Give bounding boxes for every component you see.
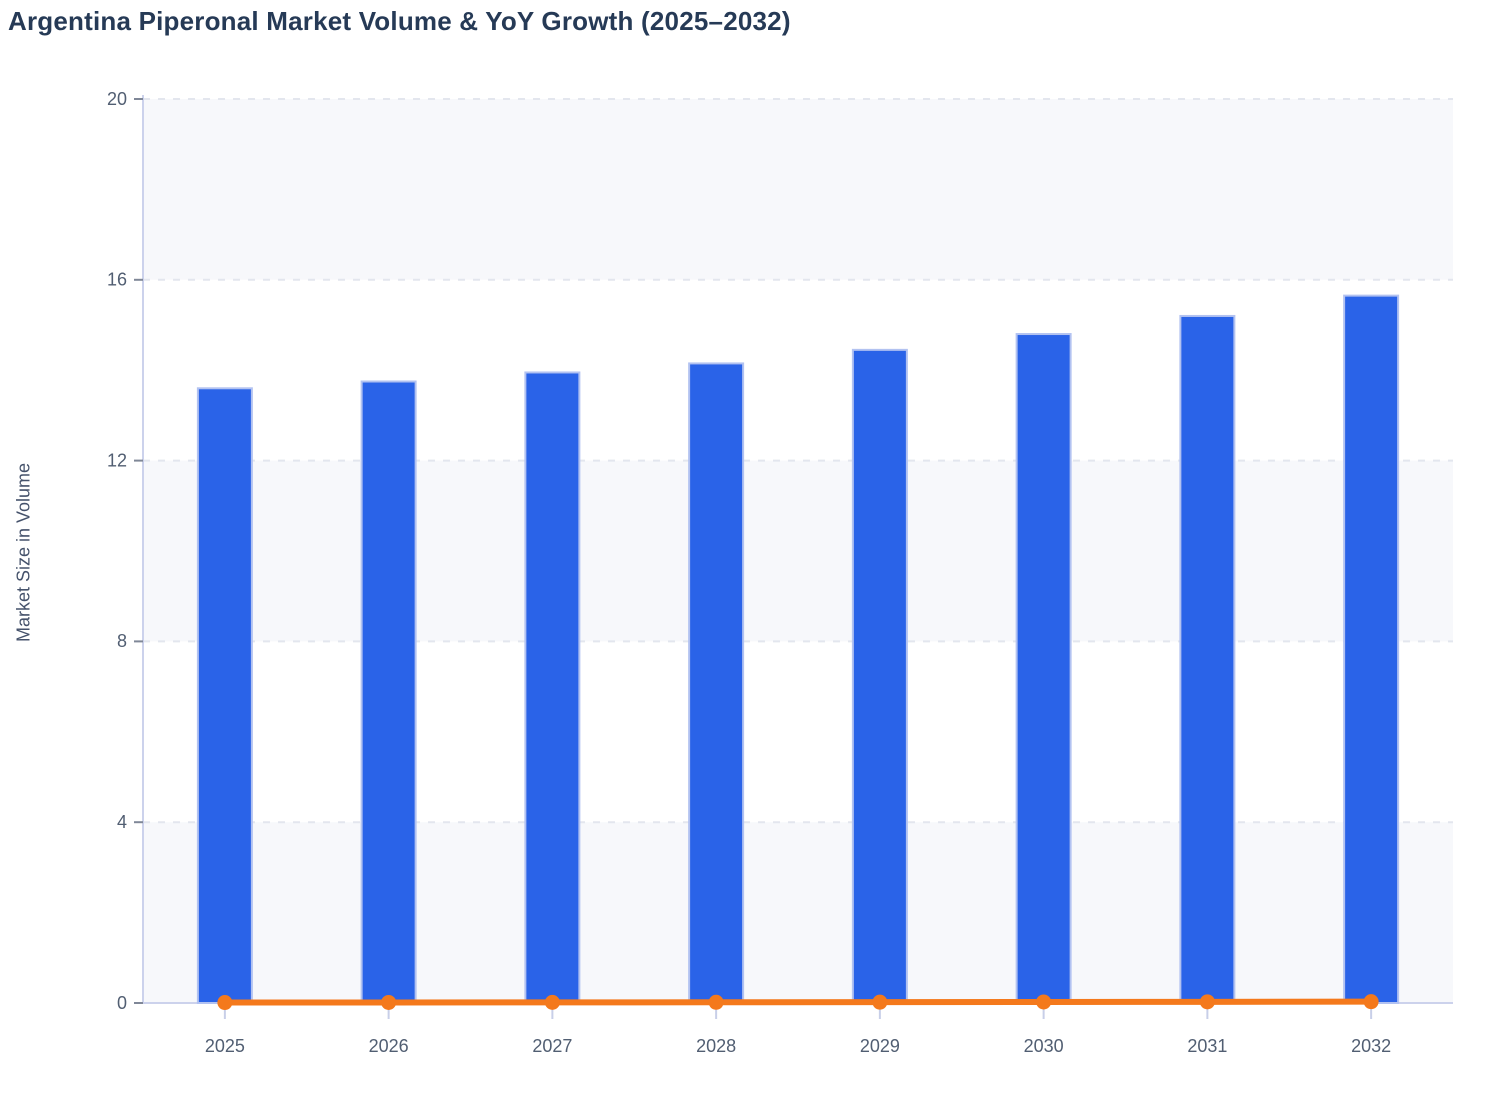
- y-tick-label: 8: [117, 631, 127, 651]
- x-tick-label: 2029: [860, 1036, 900, 1056]
- y-tick-label: 16: [107, 270, 127, 290]
- plot-band: [143, 641, 1453, 823]
- bar-2031[interactable]: [1179, 314, 1236, 1004]
- x-tick-label: 2025: [205, 1036, 245, 1056]
- bar-series[interactable]: [196, 294, 1400, 1005]
- yoy-marker-2027[interactable]: [544, 994, 560, 1010]
- bar-2025[interactable]: [196, 387, 253, 1004]
- bar-2026[interactable]: [360, 380, 417, 1004]
- x-tick-label: 2026: [369, 1036, 409, 1056]
- yoy-marker-2030[interactable]: [1036, 994, 1052, 1010]
- bar-2027[interactable]: [524, 371, 581, 1004]
- x-tick-label: 2028: [696, 1036, 736, 1056]
- bar-2028[interactable]: [688, 362, 745, 1005]
- chart-title: Argentina Piperonal Market Volume & YoY …: [8, 6, 791, 36]
- x-tick-label: 2027: [532, 1036, 572, 1056]
- y-tick-label: 12: [107, 450, 127, 470]
- plot-band: [143, 99, 1453, 280]
- y-tick-label: 0: [117, 993, 127, 1013]
- yoy-marker-2028[interactable]: [708, 994, 724, 1010]
- bar-2032[interactable]: [1343, 294, 1400, 1004]
- bar-2029[interactable]: [851, 348, 908, 1004]
- x-tick-label: 2030: [1024, 1036, 1064, 1056]
- bar-2030[interactable]: [1015, 333, 1072, 1005]
- x-tick-label: 2031: [1187, 1036, 1227, 1056]
- x-tick-label: 2032: [1351, 1036, 1391, 1056]
- y-tick-label: 20: [107, 89, 127, 109]
- yoy-line-series[interactable]: [217, 994, 1379, 1011]
- plot-bands: [143, 99, 1453, 1003]
- plot-band: [143, 460, 1453, 642]
- plot-band: [143, 279, 1453, 461]
- yoy-line: [221, 998, 1375, 1006]
- yoy-marker-2031[interactable]: [1199, 994, 1215, 1010]
- yoy-marker-2029[interactable]: [872, 994, 888, 1010]
- plot-band: [143, 822, 1453, 1003]
- y-tick-label: 4: [117, 812, 127, 832]
- yoy-marker-2026[interactable]: [381, 994, 397, 1010]
- yoy-marker-2025[interactable]: [217, 995, 233, 1011]
- yoy-marker-2032[interactable]: [1363, 994, 1379, 1010]
- axis-labels: 0 4 8 12 16 20 2025 2026 2027 2028 2029 2030 2031 203…: [107, 89, 1391, 1056]
